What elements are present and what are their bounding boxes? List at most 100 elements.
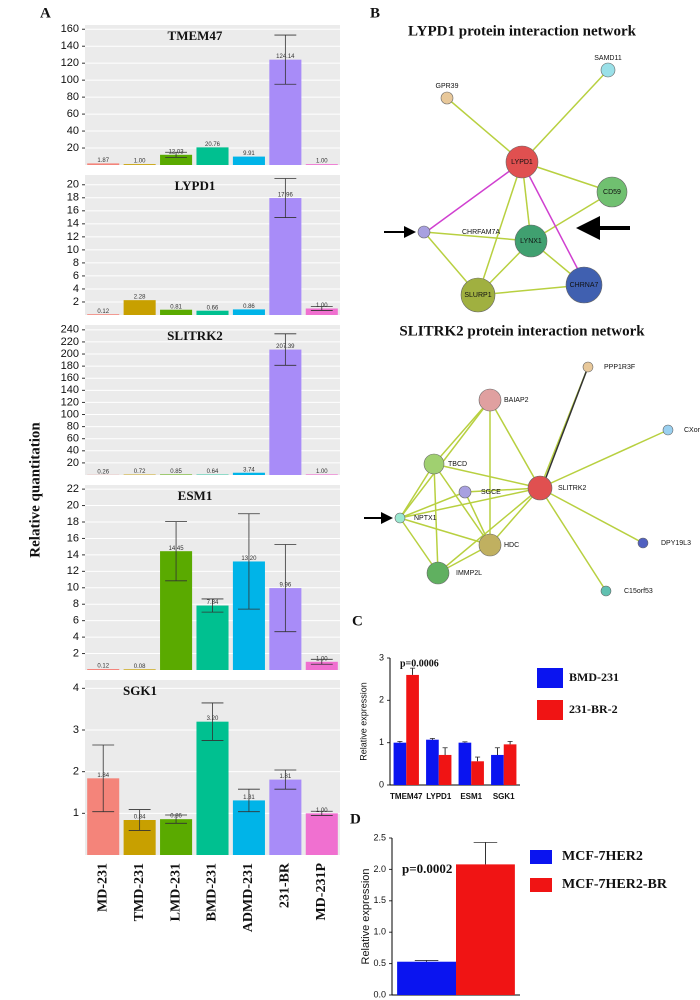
x-tick-label: MD-231P (314, 863, 329, 921)
network-edge (433, 463, 439, 574)
value-label: 1.00 (316, 159, 328, 165)
x-tick-label: TMD-231 (132, 863, 147, 921)
y-tick-label: 4 (73, 682, 79, 694)
y-axis-label: Relative expression (358, 682, 368, 761)
node-label: SGCE (481, 489, 501, 496)
node-label: CHRNA7 (570, 282, 599, 289)
plot-background (85, 175, 340, 315)
bar (123, 164, 156, 165)
bar (196, 310, 229, 315)
y-tick-label: 120 (61, 57, 79, 69)
bar (491, 754, 504, 785)
value-label: 0.26 (97, 469, 109, 475)
y-tick-label: 1.5 (373, 895, 386, 905)
network-node (478, 388, 502, 412)
bar (305, 164, 338, 165)
value-label: 0.08 (134, 664, 146, 670)
bar (406, 674, 419, 785)
network-edge (399, 491, 466, 519)
bar (458, 742, 472, 785)
value-label: 1.00 (316, 303, 328, 309)
value-label: 1.00 (134, 159, 146, 165)
network-edge (399, 399, 491, 519)
bar (269, 349, 302, 475)
network-edge (539, 429, 669, 489)
node-label: CD59 (603, 189, 621, 196)
value-label: 0.81 (170, 304, 182, 310)
y-tick-label: 20 (67, 499, 79, 511)
value-label: 0.72 (134, 469, 146, 475)
y-tick-label: 22 (67, 483, 79, 495)
y-tick-label: 18 (67, 516, 79, 528)
value-label: 1.00 (316, 469, 328, 475)
chart-title: SLITRK2 (167, 328, 223, 343)
y-tick-label: 16 (67, 532, 79, 544)
x-tick-label: LMD-231 (168, 863, 183, 921)
value-label: 0.85 (170, 469, 182, 475)
node-label: IMMP2L (456, 570, 482, 577)
node-label: SLURP1 (464, 292, 491, 299)
node-label: CXorf1 (684, 427, 700, 434)
y-tick-label: 180 (61, 360, 79, 372)
y-tick-label: 14 (67, 218, 79, 230)
chart-title: TMEM47 (168, 28, 223, 43)
legend-label: MCF-7HER2-BR (562, 877, 668, 892)
y-tick-label: 80 (67, 91, 79, 103)
legend-swatch (537, 700, 563, 720)
chart-title: LYPD1 (175, 178, 216, 193)
x-tick-label: LYPD1 (426, 792, 452, 801)
y-tick-label: 20 (67, 457, 79, 469)
y-tick-label: 220 (61, 336, 79, 348)
network-title: LYPD1 protein interaction network (408, 23, 637, 39)
y-tick-label: 80 (67, 421, 79, 433)
network-title: SLITRK2 protein interaction network (399, 323, 645, 339)
y-tick-label: 140 (61, 40, 79, 52)
y-tick-label: 1.0 (373, 927, 386, 937)
panel-label: C (352, 613, 363, 629)
y-tick-label: 6 (73, 270, 79, 282)
network-edge (433, 463, 541, 489)
y-tick-label: 240 (61, 324, 79, 336)
network-node (426, 561, 450, 585)
panel-label: B (370, 5, 380, 21)
value-label: 3.74 (243, 467, 255, 473)
network-edge (425, 161, 523, 233)
y-tick-label: 20 (67, 142, 79, 154)
node-label: GPR39 (436, 83, 459, 90)
chart-title: SGK1 (123, 683, 157, 698)
network-node (514, 224, 548, 258)
x-tick-label: MD-231 (95, 863, 110, 912)
x-tick-label: SGK1 (493, 792, 515, 801)
network-node (440, 91, 454, 105)
y-axis-label: Relative expression (360, 869, 372, 965)
bar (438, 754, 452, 785)
y-tick-label: 2 (73, 766, 79, 778)
y-tick-label: 12 (67, 231, 79, 243)
network-edge (489, 399, 541, 489)
y-tick-label: 0.5 (373, 958, 386, 968)
y-tick-label: 0 (379, 779, 384, 789)
value-label: 2.28 (134, 295, 146, 301)
y-tick-label: 16 (67, 205, 79, 217)
y-tick-label: 0.0 (373, 989, 386, 999)
y-tick-label: 6 (73, 615, 79, 627)
value-label: 0.86 (243, 304, 255, 310)
network-edge (433, 463, 491, 546)
x-tick-label: ADMD-231 (241, 863, 256, 932)
y-tick-label: 3 (73, 724, 79, 736)
value-label: 0.12 (97, 664, 109, 670)
y-tick-label: 160 (61, 23, 79, 35)
bar (232, 309, 265, 315)
y-tick-label: 10 (67, 244, 79, 256)
panel-label: D (350, 811, 361, 827)
bar (305, 474, 338, 475)
y-tick-label: 140 (61, 384, 79, 396)
y-tick-label: 2.5 (373, 832, 386, 842)
y-tick-label: 20 (67, 179, 79, 191)
node-label: CHRFAM7A (462, 229, 500, 236)
legend-swatch (537, 668, 563, 688)
bar (426, 739, 439, 785)
network-edge (539, 487, 644, 544)
node-label: BAIAP2 (504, 397, 529, 404)
